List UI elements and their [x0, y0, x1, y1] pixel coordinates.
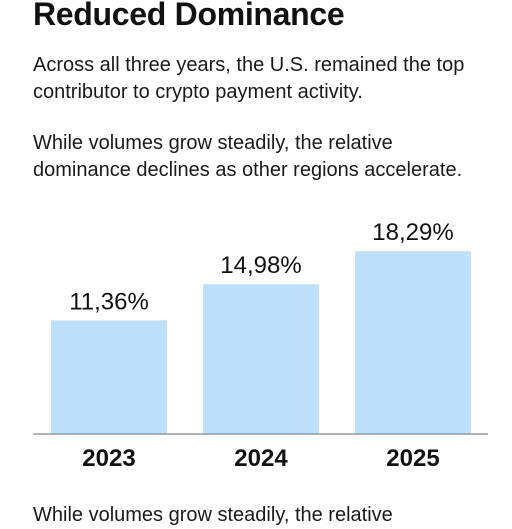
- intro-paragraph: Across all three years, the U.S. remaine…: [33, 54, 465, 103]
- category-label-2025: 2025: [386, 445, 439, 472]
- value-label-2025: 18,29%: [372, 219, 453, 246]
- bar-chart: 11,36% 2023 14,98% 2024 18,29% 2025: [33, 219, 488, 472]
- trailing-paragraph: While volumes grow steadily, the relativ…: [33, 504, 393, 526]
- detail-paragraph: While volumes grow steadily, the relativ…: [33, 132, 463, 181]
- value-label-2023: 11,36%: [69, 288, 149, 315]
- category-label-2024: 2024: [234, 445, 288, 472]
- page-title: Reduced Dominance: [33, 0, 345, 32]
- value-label-2024: 14,98%: [220, 252, 301, 279]
- category-label-2023: 2023: [82, 445, 135, 472]
- bar-2023: [51, 320, 167, 434]
- bar-2024: [203, 284, 319, 434]
- bar-2025: [355, 251, 471, 434]
